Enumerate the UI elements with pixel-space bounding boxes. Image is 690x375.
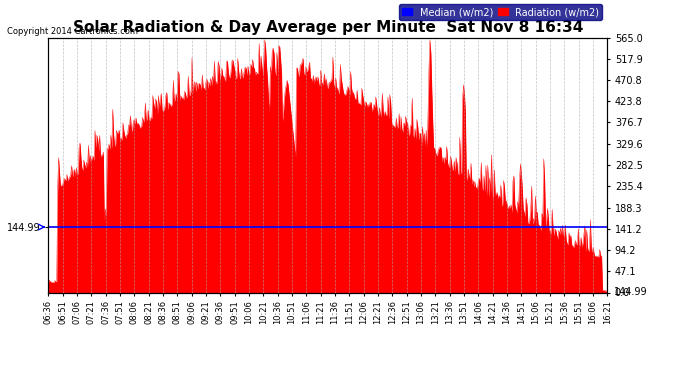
Title: Solar Radiation & Day Average per Minute  Sat Nov 8 16:34: Solar Radiation & Day Average per Minute…	[72, 20, 583, 35]
Text: 144.99: 144.99	[614, 287, 648, 297]
Text: Copyright 2014 Cartronics.com: Copyright 2014 Cartronics.com	[7, 27, 138, 36]
Legend: Median (w/m2), Radiation (w/m2): Median (w/m2), Radiation (w/m2)	[400, 4, 602, 20]
